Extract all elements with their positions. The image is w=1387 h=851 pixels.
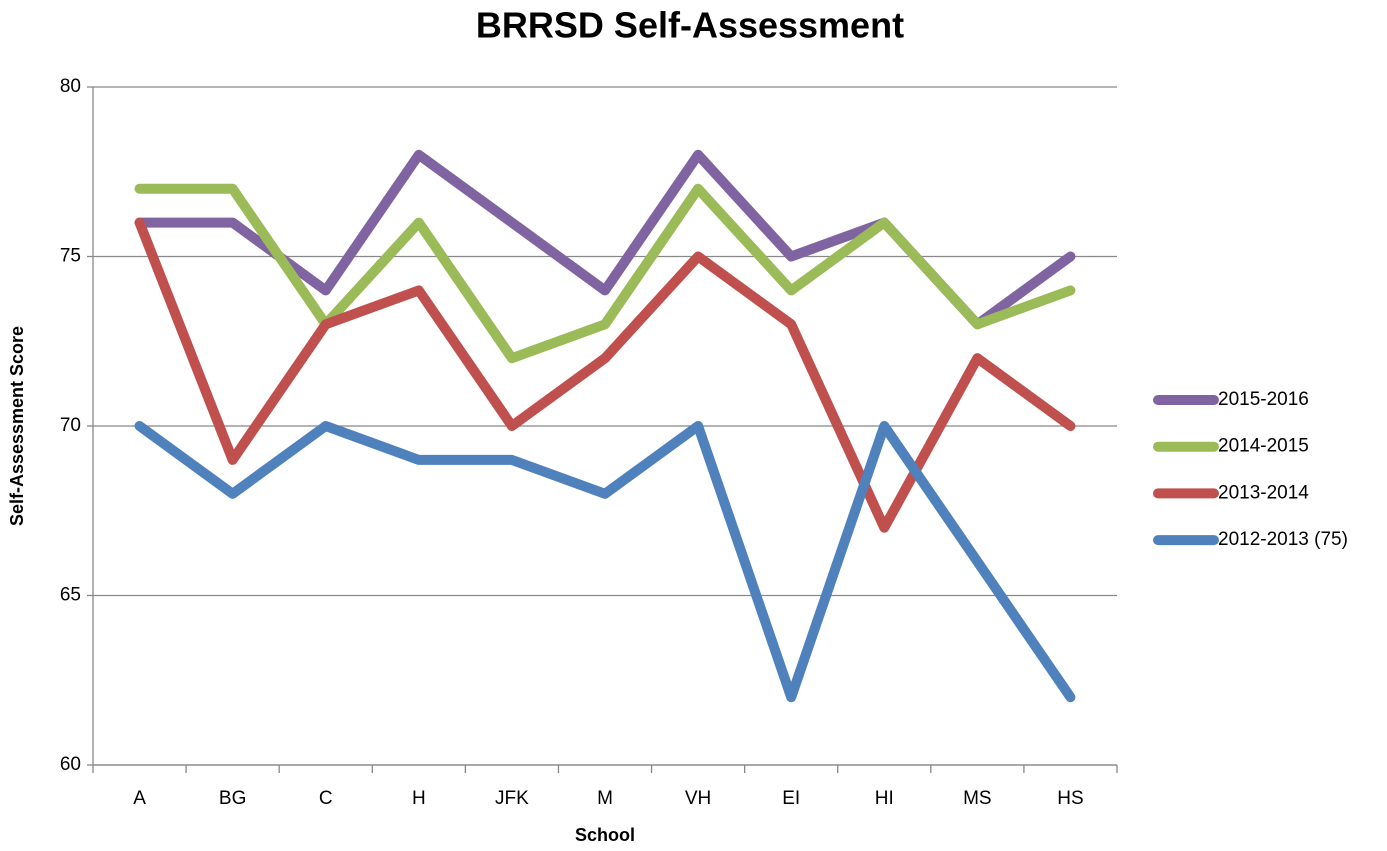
x-tick-label: H xyxy=(412,788,426,809)
data-line xyxy=(134,149,1076,330)
y-tick-label: 70 xyxy=(60,415,81,436)
x-tick-label: VH xyxy=(685,788,711,809)
y-axis-label: Self-Assessment Score xyxy=(7,326,27,526)
x-tick-label: MS xyxy=(963,788,992,809)
legend-label: 2014-2015 xyxy=(1218,436,1309,457)
legend-label: 2012-2013 (75) xyxy=(1218,529,1348,550)
legend-label: 2015-2016 xyxy=(1218,389,1309,410)
y-tick-label: 75 xyxy=(60,246,81,267)
x-tick-label: EI xyxy=(782,788,800,809)
x-axis-label: School xyxy=(575,825,635,845)
x-tick-label: HI xyxy=(875,788,894,809)
x-tick-label: A xyxy=(133,788,146,809)
y-tick-label: 60 xyxy=(60,754,81,775)
data-line xyxy=(134,421,1076,703)
x-tick-label: BG xyxy=(219,788,246,809)
data-line xyxy=(134,183,1076,364)
x-tick-label: M xyxy=(597,788,613,809)
y-tick-label: 80 xyxy=(60,76,81,97)
x-tick-label: C xyxy=(319,788,333,809)
x-tick-label: JFK xyxy=(495,788,529,809)
chart-title: BRRSD Self-Assessment xyxy=(476,5,904,46)
x-tick-label: HS xyxy=(1057,788,1083,809)
legend-label: 2013-2014 xyxy=(1218,482,1309,503)
y-tick-label: 65 xyxy=(60,585,81,606)
